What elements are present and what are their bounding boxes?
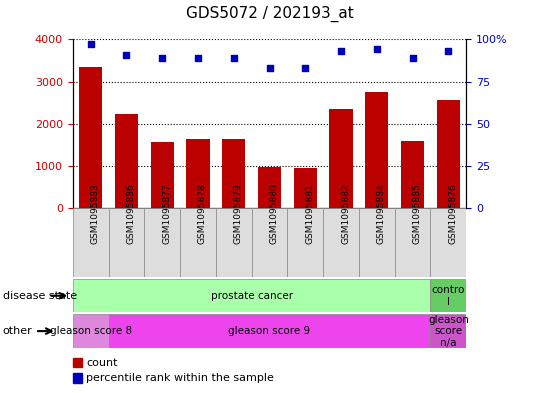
Text: prostate cancer: prostate cancer bbox=[211, 291, 293, 301]
Bar bbox=[108, 208, 144, 277]
Bar bbox=[216, 208, 252, 277]
Bar bbox=[431, 314, 466, 348]
Bar bbox=[359, 208, 395, 277]
Bar bbox=[401, 141, 424, 208]
Bar bbox=[115, 114, 138, 208]
Point bbox=[408, 55, 417, 61]
Point bbox=[337, 48, 345, 54]
Text: GSM1095878: GSM1095878 bbox=[198, 184, 207, 244]
Point bbox=[444, 48, 453, 54]
Text: GSM1095881: GSM1095881 bbox=[305, 184, 314, 244]
Text: gleason score 9: gleason score 9 bbox=[229, 326, 310, 336]
Text: disease state: disease state bbox=[3, 291, 77, 301]
Bar bbox=[294, 168, 317, 208]
Point bbox=[86, 41, 95, 48]
Bar bbox=[144, 208, 180, 277]
Text: count: count bbox=[86, 358, 118, 368]
Text: GSM1095885: GSM1095885 bbox=[412, 184, 421, 244]
Bar bbox=[73, 314, 108, 348]
Text: percentile rank within the sample: percentile rank within the sample bbox=[86, 373, 274, 384]
Point bbox=[230, 55, 238, 61]
Bar bbox=[186, 139, 210, 208]
Text: other: other bbox=[3, 326, 32, 336]
Bar bbox=[180, 208, 216, 277]
Text: contro
l: contro l bbox=[432, 285, 465, 307]
Bar bbox=[258, 167, 281, 208]
Bar bbox=[395, 208, 431, 277]
Bar bbox=[222, 140, 245, 208]
Bar bbox=[287, 208, 323, 277]
Point bbox=[301, 65, 309, 71]
Bar bbox=[329, 109, 353, 208]
Text: GSM1095880: GSM1095880 bbox=[270, 184, 279, 244]
Point bbox=[372, 46, 381, 53]
Point bbox=[194, 55, 202, 61]
Bar bbox=[323, 208, 359, 277]
Text: GSM1095883: GSM1095883 bbox=[91, 184, 100, 244]
Text: GSM1095876: GSM1095876 bbox=[448, 184, 458, 244]
Bar bbox=[431, 208, 466, 277]
Bar bbox=[73, 208, 108, 277]
Bar bbox=[79, 67, 102, 208]
Text: GSM1095877: GSM1095877 bbox=[162, 184, 171, 244]
Text: GSM1095886: GSM1095886 bbox=[127, 184, 135, 244]
Point bbox=[158, 55, 167, 61]
Bar bbox=[108, 314, 431, 348]
Text: gleason
score
n/a: gleason score n/a bbox=[428, 314, 469, 348]
Text: GSM1095882: GSM1095882 bbox=[341, 184, 350, 244]
Point bbox=[122, 51, 131, 58]
Text: gleason score 8: gleason score 8 bbox=[50, 326, 132, 336]
Bar bbox=[431, 279, 466, 312]
Bar bbox=[365, 92, 389, 208]
Text: GSM1095879: GSM1095879 bbox=[234, 184, 243, 244]
Bar bbox=[437, 100, 460, 208]
Bar bbox=[150, 142, 174, 208]
Point bbox=[265, 65, 274, 71]
Bar bbox=[252, 208, 287, 277]
Text: GDS5072 / 202193_at: GDS5072 / 202193_at bbox=[185, 6, 354, 22]
Text: GSM1095884: GSM1095884 bbox=[377, 184, 386, 244]
